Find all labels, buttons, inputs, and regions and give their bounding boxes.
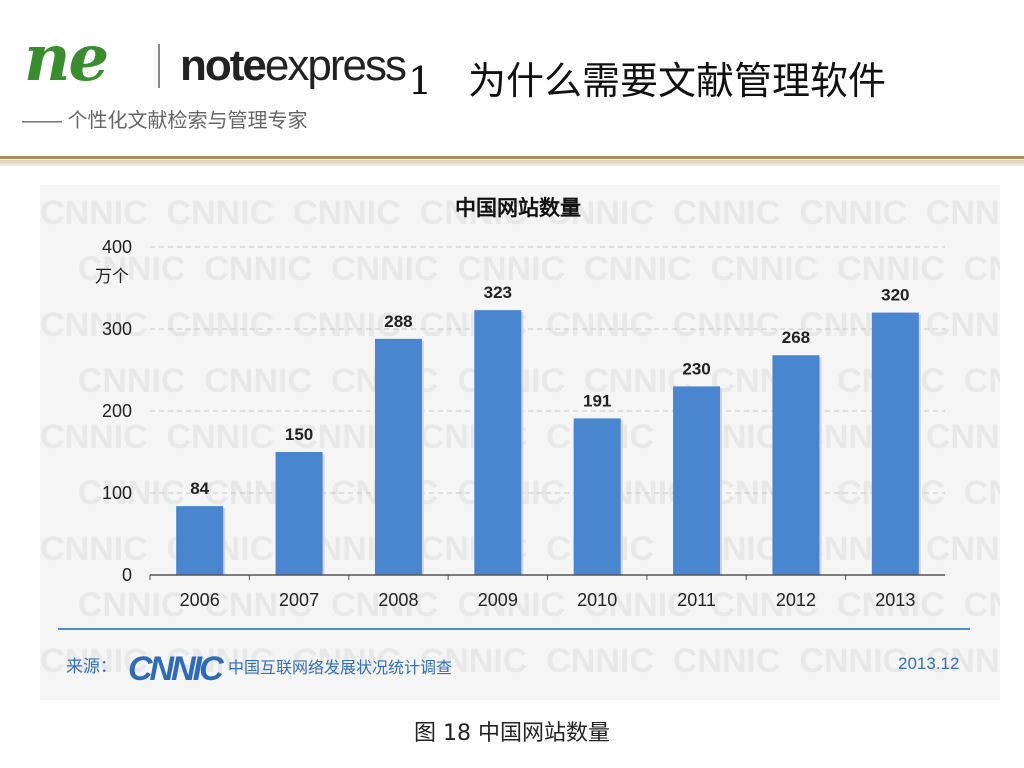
- y-tick-label: 300: [102, 319, 132, 339]
- data-label-2012: 268: [782, 328, 810, 347]
- x-tick-label-2006: 2006: [180, 590, 220, 610]
- logo-tagline: —— 个性化文献检索与管理专家: [22, 110, 308, 132]
- x-tick-label-2009: 2009: [478, 590, 518, 610]
- bar-chart: 84 150 288 323 191 230 268 320 0 100 200 300 400 200…: [95, 196, 945, 610]
- source-divider: [58, 628, 970, 630]
- bar-2010: [573, 418, 621, 575]
- data-label-2007: 150: [285, 425, 313, 444]
- header-divider: [0, 156, 1024, 159]
- data-label-2006: 84: [190, 479, 209, 498]
- x-tick-label-2012: 2012: [776, 590, 816, 610]
- y-tick-label: 0: [122, 565, 132, 585]
- bar-2008: [374, 338, 422, 575]
- grid-lines: [150, 246, 945, 494]
- data-label-2011: 230: [682, 359, 710, 378]
- slide-number: 1: [408, 59, 433, 103]
- source-organization: 中国互联网络发展状况统计调查: [228, 658, 453, 677]
- y-tick-label: 400: [102, 237, 132, 257]
- bar-2012: [772, 355, 820, 575]
- chart-panel: CNNIC CNNIC CNNIC CNNIC CNNIC CNNIC CNNI…: [40, 185, 1000, 700]
- bar-2013: [871, 312, 919, 575]
- data-label-2010: 191: [583, 391, 611, 410]
- header-divider-shadow: [0, 160, 1024, 166]
- bar-2011: [673, 386, 721, 575]
- source-date: 2013.12: [898, 654, 960, 673]
- source-label: 来源：: [66, 657, 117, 677]
- y-tick-label: 100: [102, 483, 132, 503]
- slide-title-text: 为什么需要文献管理软件: [468, 59, 887, 103]
- x-tick-label-2013: 2013: [875, 590, 915, 610]
- bar-2007: [275, 452, 323, 575]
- data-label-2013: 320: [881, 286, 909, 305]
- x-tick-label-2011: 2011: [677, 590, 716, 610]
- data-label-2008: 288: [384, 312, 412, 331]
- wordmark-express: express: [264, 41, 407, 90]
- bars: 84 150 288 323 191 230 268 320: [176, 283, 921, 575]
- axes: 0 100 200 300 400 2006 2007 2008 2009 2010 2011 201…: [102, 237, 945, 610]
- chart-title: 中国网站数量: [455, 196, 581, 220]
- bar-2006: [176, 506, 224, 575]
- logo-divider: [158, 44, 160, 88]
- noteexpress-logo-mark: ne: [24, 21, 109, 96]
- figure-caption: 图 18 中国网站数量: [414, 721, 610, 746]
- slide-title: 1 为什么需要文献管理软件: [408, 50, 886, 105]
- x-tick-label-2007: 2007: [279, 590, 319, 610]
- cnnic-logo: CNNIC: [128, 650, 224, 688]
- bar-2009: [474, 310, 522, 575]
- noteexpress-wordmark: noteexpress: [180, 40, 407, 92]
- x-tick-label-2008: 2008: [378, 590, 418, 610]
- wordmark-note: note: [180, 41, 267, 90]
- slide-header: ne noteexpress —— 个性化文献检索与管理专家 1 为什么需要文献管…: [0, 0, 1024, 166]
- y-tick-label: 200: [102, 401, 132, 421]
- x-tick-label-2010: 2010: [577, 590, 617, 610]
- y-axis-unit: 万个: [95, 267, 129, 287]
- data-label-2009: 323: [484, 283, 512, 302]
